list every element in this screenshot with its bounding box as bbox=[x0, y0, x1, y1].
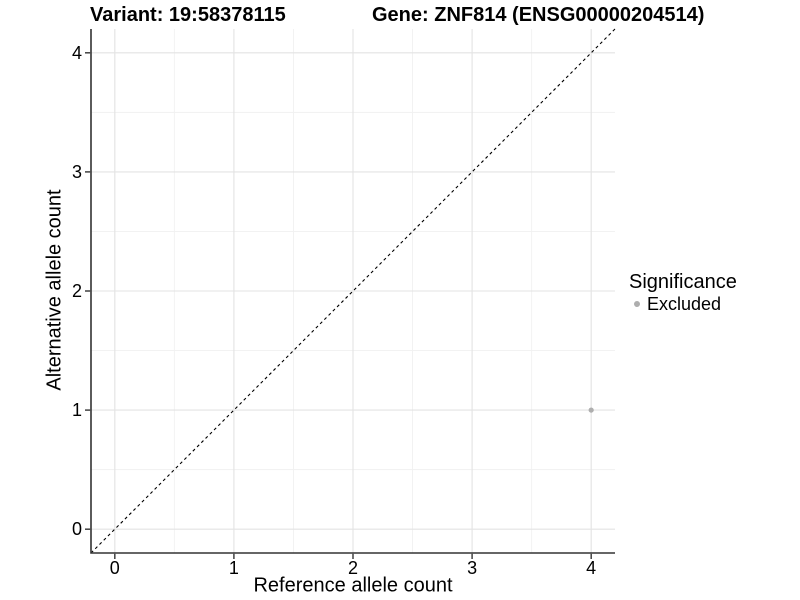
y-tick-label: 4 bbox=[72, 43, 82, 63]
x-tick-label: 1 bbox=[229, 558, 239, 578]
y-tick-label: 0 bbox=[72, 519, 82, 539]
x-tick-label: 0 bbox=[110, 558, 120, 578]
axis-line bbox=[90, 29, 615, 554]
x-tick-label: 4 bbox=[586, 558, 596, 578]
x-tick-label: 3 bbox=[467, 558, 477, 578]
y-tick-label: 3 bbox=[72, 162, 82, 182]
data-point bbox=[588, 407, 594, 413]
plot-title-variant: Variant: 19:58378115 bbox=[90, 4, 286, 26]
legend-item-excluded: Excluded bbox=[629, 293, 737, 315]
legend-point-icon bbox=[634, 301, 640, 307]
legend-title: Significance bbox=[629, 271, 737, 293]
legend: Significance Excluded bbox=[629, 271, 737, 315]
legend-item-label: Excluded bbox=[647, 293, 722, 314]
x-axis-label: Reference allele count bbox=[253, 574, 453, 597]
y-tick-label: 1 bbox=[72, 400, 82, 420]
plot-title-gene: Gene: ZNF814 (ENSG00000204514) bbox=[372, 4, 705, 26]
y-tick-label: 2 bbox=[72, 281, 82, 301]
y-axis-label: Alternative allele count bbox=[43, 189, 66, 391]
x-tick-label: 2 bbox=[348, 558, 358, 578]
